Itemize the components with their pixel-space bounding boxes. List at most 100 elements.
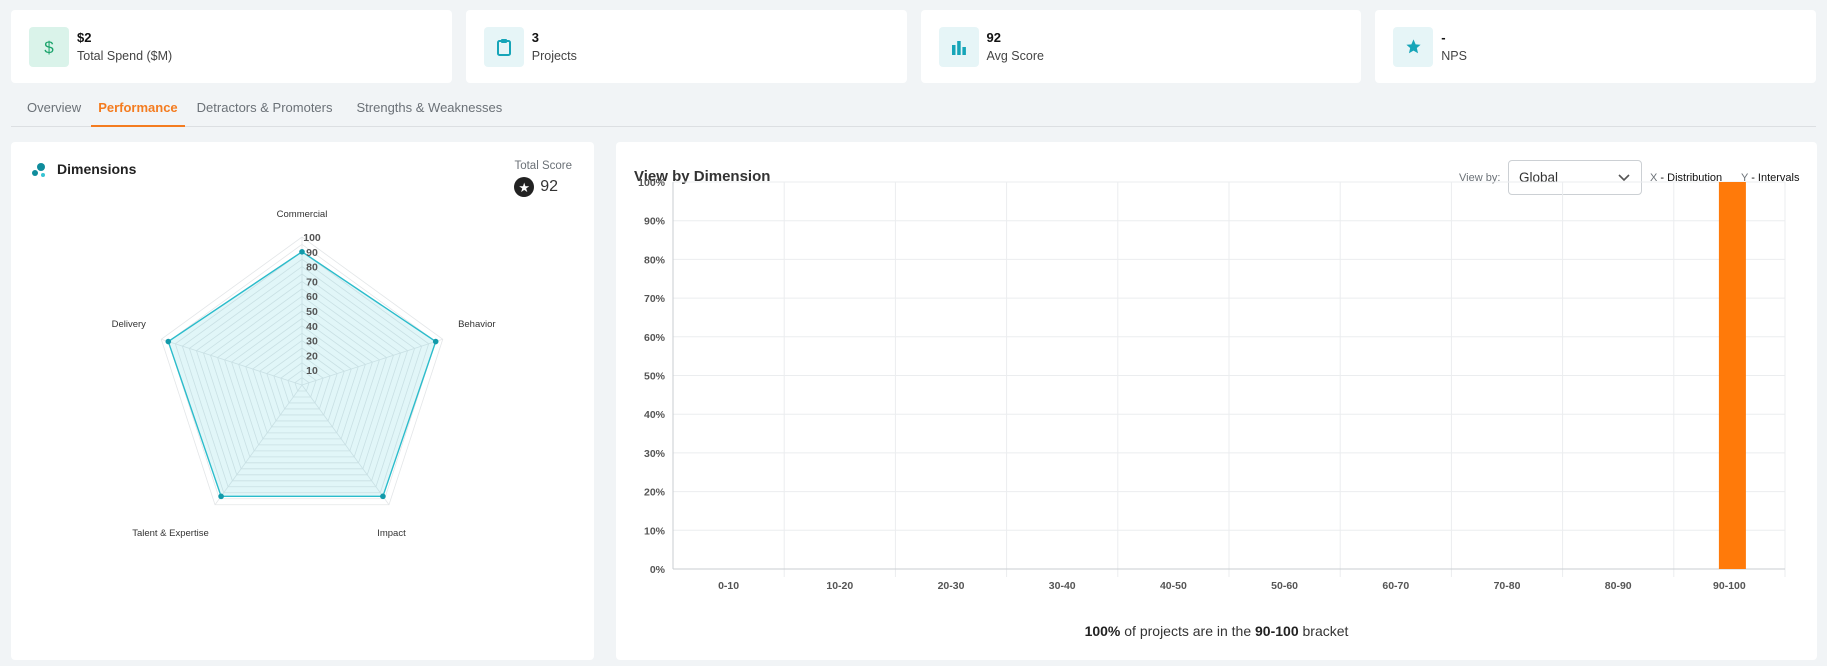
kpi-card-avg-score: 92 Avg Score (920, 10, 1362, 83)
radar-ring-label: 70 (306, 276, 318, 288)
radar-grid-ring (231, 310, 373, 446)
radar-grid-ring (174, 251, 430, 494)
tab-detractors-promoters[interactable]: Detractors & Promoters (196, 100, 333, 115)
caption-tail: bracket (1298, 623, 1349, 639)
radar-axis-label: Impact (377, 528, 406, 539)
x-tick-label: 90-100 (1713, 580, 1746, 592)
radar-grid-ring (259, 340, 345, 422)
kpi-card-total-spend: $ $2 Total Spend ($M) (11, 10, 452, 83)
radar-ring-label: 50 (306, 306, 318, 318)
tab-overview[interactable]: Overview (27, 100, 82, 115)
y-tick-label: 30% (644, 448, 666, 460)
radar-axis-label: Commercial (277, 209, 328, 220)
clipboard-icon (483, 26, 524, 67)
x-tick-label: 50-60 (1271, 580, 1298, 592)
y-tick-label: 50% (644, 371, 666, 383)
star-badge-icon: ★ (514, 177, 535, 197)
view-by-label: View by: (1459, 172, 1501, 184)
radar-ring-label: 10 (306, 365, 318, 377)
caption-percent: 100% (1084, 623, 1121, 639)
radar-grid-ring (167, 243, 437, 500)
y-tick-label: 60% (644, 332, 666, 344)
x-tick-label: 10-20 (826, 580, 853, 592)
x-axis-key: X - Distribution (1650, 172, 1722, 184)
svg-text:$: $ (44, 38, 54, 56)
radar-chart: 10 20 30 40 50 60 70 80 90 100 Commercial Behavior I… (112, 209, 496, 539)
radar-ring-label: 100 (303, 232, 321, 244)
radar-point (380, 493, 386, 500)
dimensions-title: Dimensions (57, 161, 137, 177)
tab-bar: Overview Performance Detractors & Promot… (11, 96, 1816, 127)
x-key-desc: - Distribution (1660, 172, 1723, 184)
y-tick-label: 40% (644, 409, 666, 421)
y-tick-label: 10% (644, 525, 666, 537)
y-tick-label: 70% (644, 293, 666, 305)
x-tick-label: 80-90 (1605, 580, 1632, 592)
radar-grid-ring (266, 347, 338, 416)
radar-grid-ring (217, 295, 387, 458)
kpi-value: 92 (986, 29, 1001, 45)
kpi-value: $2 (77, 29, 92, 45)
total-score-value: 92 (540, 178, 558, 195)
y-tick-label: 0% (650, 564, 666, 576)
radar-grid-ring (245, 325, 359, 434)
y-axis-key: Y - Intervals (1741, 172, 1800, 184)
kpi-label: Projects (531, 48, 577, 63)
radar-grid-ring (287, 369, 317, 398)
radar-grid-ring (181, 258, 423, 488)
kpi-label: Total Spend ($M) (77, 48, 173, 63)
radar-grid-ring (294, 377, 310, 392)
radar-spoke (161, 338, 303, 386)
radar-grid-ring (280, 362, 324, 404)
y-tick-label: 90% (644, 216, 666, 228)
radar-axis-label: Delivery (112, 319, 147, 330)
y-tick-label: 100% (638, 177, 666, 189)
total-score: ★ 92 (514, 177, 558, 197)
bar-90-100 (1718, 182, 1746, 569)
tab-performance[interactable]: Performance (91, 96, 185, 127)
radar-ring-label: 60 (306, 291, 318, 303)
view-by-dimension-title: View by Dimension (634, 168, 771, 185)
view-by-dimension-card: View by Dimension View by: Global X - Di… (616, 142, 1817, 660)
x-tick-label: 0-10 (718, 580, 739, 592)
radar-grid-ring (203, 280, 401, 470)
kpi-row: $ $2 Total Spend ($M) 3 Projects 92 Avg … (11, 10, 1816, 83)
kpi-label: NPS (1441, 48, 1467, 63)
radar-grid-ring (252, 332, 352, 428)
radar-grid-ring (195, 273, 409, 476)
y-key-letter: Y (1741, 172, 1749, 184)
radar-grid-ring (238, 317, 366, 440)
chevron-down-icon (1618, 174, 1630, 182)
radar-point (165, 338, 172, 345)
x-tick-label: 20-30 (938, 580, 965, 592)
distribution-bar-chart: 0% 10% 20% 30% 40% 50% 60% 70% 80% 90% 100% 0-10 10-… (638, 177, 1786, 592)
radar-point (218, 493, 224, 500)
kpi-value: - (1441, 29, 1446, 45)
radar-ring-label: 30 (306, 336, 318, 348)
distribution-caption: 100% of projects are in the 90-100 brack… (616, 623, 1817, 639)
dimensions-icon (32, 163, 45, 177)
x-key-letter: X (1650, 172, 1658, 184)
radar-grid-ring (210, 288, 394, 464)
view-by-select[interactable]: Global (1508, 160, 1642, 195)
y-tick-label: 80% (644, 254, 666, 266)
radar-grid-ring (160, 236, 444, 506)
radar-ring-label: 20 (306, 350, 318, 362)
radar-ring-label: 90 (306, 247, 318, 259)
caption-bracket: 90-100 (1255, 623, 1299, 639)
radar-point (299, 249, 305, 255)
y-key-desc: - Intervals (1751, 172, 1800, 184)
kpi-card-nps: - NPS (1375, 10, 1816, 83)
x-tick-label: 40-50 (1160, 580, 1187, 592)
caption-mid: of projects are in the (1120, 623, 1256, 639)
x-tick-label: 30-40 (1049, 580, 1076, 592)
view-by-select-value: Global (1519, 170, 1559, 185)
radar-grid-ring (273, 354, 331, 410)
tab-strengths-weaknesses[interactable]: Strengths & Weaknesses (356, 100, 503, 115)
radar-spoke (301, 384, 390, 505)
radar-axis-label: Talent & Expertise (132, 528, 209, 539)
kpi-card-projects: 3 Projects (465, 10, 907, 83)
bar-chart-icon (938, 26, 979, 67)
dimensions-card: Dimensions Total Score ★ 92 10 20 30 40 50 60… (11, 142, 594, 660)
kpi-label: Avg Score (986, 48, 1044, 63)
